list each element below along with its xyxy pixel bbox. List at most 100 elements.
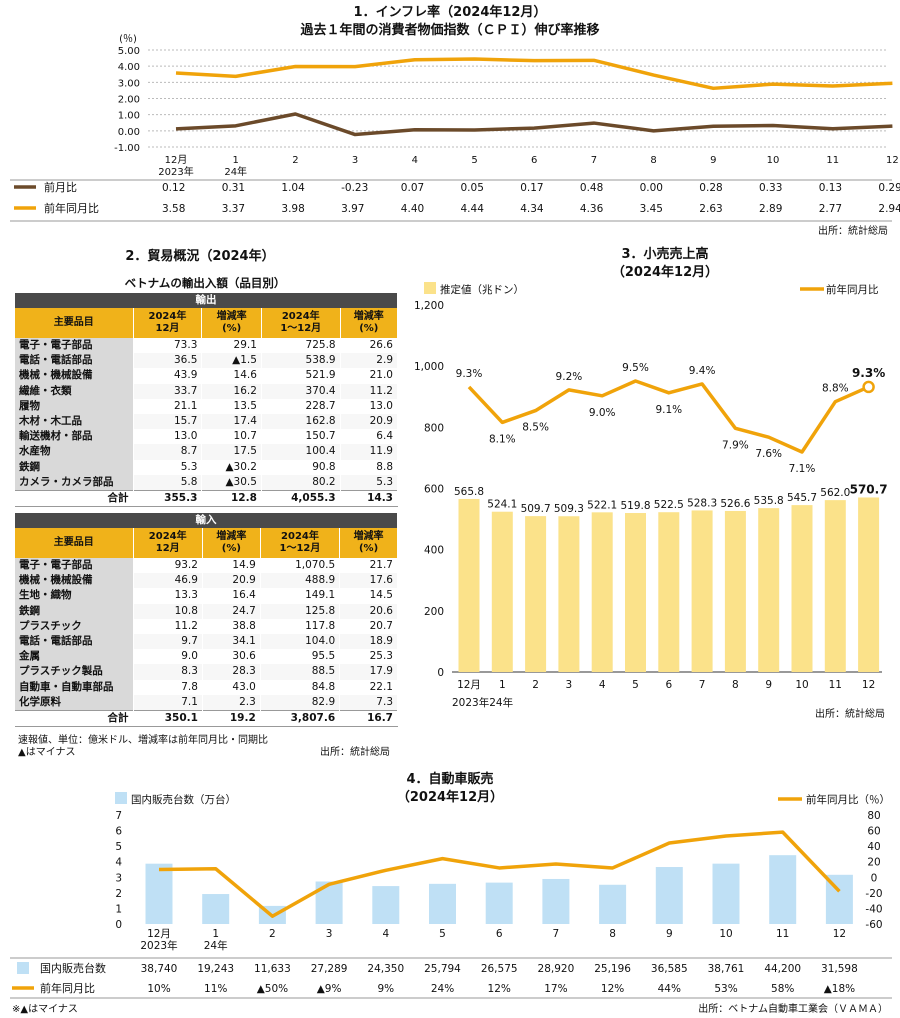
table-cell: 21.0	[340, 368, 399, 384]
retail-bar-label: 535.8	[754, 495, 784, 507]
auto-y2tick: -60	[865, 919, 882, 931]
inflation-ytick: 1.00	[118, 111, 140, 122]
table-cell: 38.8	[202, 618, 261, 634]
auto-data-label: 11%	[204, 983, 227, 995]
table-row: プラスチック製品 8.3 28.3 88.5 17.9	[15, 664, 398, 680]
table-cell: 488.9	[260, 573, 341, 589]
inflation-line-0	[175, 112, 893, 137]
table-cell: 2.9	[340, 353, 399, 369]
table-cell: 14.3	[340, 489, 399, 507]
table-cell: ▲30.2	[201, 459, 262, 475]
retail-xtick: 12	[862, 679, 875, 691]
table-cell: 538.9	[261, 353, 341, 369]
table-cell: 93.2	[133, 558, 203, 574]
inflation-ytick: 4.00	[118, 62, 140, 73]
trade-title: 2．貿易概況（2024年）	[125, 248, 274, 264]
auto-xtick: 8	[609, 928, 616, 940]
table-cell: 521.9	[261, 368, 341, 384]
table-cell: 26.6	[340, 338, 399, 354]
table-cell: 20.9	[340, 413, 399, 430]
table-cell: ▲30.5	[201, 474, 262, 491]
retail-yoy-label: 9.3%	[456, 368, 483, 380]
table-cell: 1,070.5	[260, 558, 341, 574]
import-table: 輸入 主要品目 2024年 12月 増減率 (%) 2024年 1～12月 増減率 (%) 電子・電…	[15, 513, 398, 727]
auto-yoy-line	[158, 830, 841, 918]
inflation-data-label: 0.33	[759, 182, 782, 194]
auto-data-label: 28,920	[538, 963, 575, 975]
table-cell-item: 金属	[15, 649, 134, 665]
table-cell-item: 電話・電話部品	[15, 633, 134, 650]
auto-table-swatch	[17, 962, 29, 974]
retail-yoy-line	[467, 379, 870, 454]
retail-ytick: 200	[424, 606, 444, 618]
table-cell: 8.7	[133, 444, 203, 460]
auto-y2tick: 60	[867, 826, 880, 838]
table-cell: 90.8	[261, 459, 341, 475]
inflation-data-label: 4.44	[461, 203, 485, 215]
retail-xtick: 6	[665, 679, 672, 691]
auto-data-label: 27,289	[311, 963, 348, 975]
table-cell: 82.9	[260, 694, 341, 711]
retail-ytick: 400	[424, 545, 444, 557]
table-cell: 150.7	[261, 429, 341, 445]
auto-data-label: 12%	[601, 983, 624, 995]
table-cell: 11.2	[340, 383, 399, 399]
retail-yoy-label: 8.1%	[489, 433, 516, 445]
table-row: 機械・機械設備 46.9 20.9 488.9 17.6	[15, 573, 398, 589]
inflation-xtick: 11	[826, 155, 839, 166]
auto-data-label: 38,761	[708, 963, 745, 975]
table-cell: 88.5	[260, 664, 341, 680]
table-row: 化学原料 7.1 2.3 82.9 7.3	[15, 694, 398, 711]
auto-ytick: 1	[115, 903, 122, 915]
table-cell: 149.1	[260, 588, 341, 604]
table-cell: 21.7	[339, 558, 398, 574]
auto-data-label: 24%	[431, 983, 454, 995]
table-total-row: 合計 355.3 12.8 4,055.3 14.3	[15, 489, 399, 507]
retail-bar-label: 526.6	[720, 498, 750, 510]
table-cell: 16.7	[339, 709, 398, 727]
table-cell: 14.9	[202, 558, 261, 574]
inflation-data-label: 4.34	[520, 203, 544, 215]
auto-note: ※▲はマイナス	[12, 1003, 78, 1015]
table-cell: 100.4	[261, 444, 341, 460]
table-cell: 3,807.6	[260, 709, 341, 727]
retail-bar-label: 545.7	[787, 492, 817, 504]
table-row: 生地・織物 13.3 16.4 149.1 14.5	[15, 588, 398, 604]
inflation-legend-label: 前年同月比	[44, 201, 99, 215]
inflation-data-label: 2.89	[759, 203, 782, 215]
table-cell: 14.5	[339, 588, 398, 604]
auto-data-label: 53%	[714, 983, 737, 995]
auto-subtitle: （2024年12月）	[397, 789, 503, 805]
table-cell: 16.4	[202, 588, 261, 604]
auto-y2tick: 40	[867, 841, 880, 853]
auto-ytick: 3	[115, 872, 122, 884]
table-cell: 13.3	[133, 588, 203, 604]
table-cell: 73.3	[133, 338, 203, 354]
table-cell: 7.8	[133, 679, 203, 695]
table-cell-item: 電子・電子部品	[15, 338, 134, 354]
retail-subtitle: （2024年12月）	[612, 264, 718, 280]
table-cell-item: 輸送機材・部品	[15, 429, 134, 445]
auto-ytick: 5	[115, 841, 122, 853]
table-cell: 80.2	[261, 474, 341, 491]
table-row: プラスチック 11.2 38.8 117.8 20.7	[15, 618, 398, 634]
table-cell: 43.0	[202, 679, 261, 695]
retail-bar-label: 528.3	[687, 497, 717, 509]
auto-source: 出所：ベトナム自動車工業会（ＶＡＭＡ）	[698, 1002, 888, 1015]
auto-xtick: 5	[439, 928, 446, 940]
retail-xtick: 11	[829, 679, 842, 691]
table-row: 電子・電子部品 93.2 14.9 1,070.5 21.7	[15, 558, 398, 574]
auto-data-label: 24,350	[367, 963, 404, 975]
inflation-data-label: 0.00	[640, 182, 663, 194]
inflation-subtitle: 過去１年間の消費者物価指数（ＣＰＩ）伸び率推移	[299, 22, 599, 38]
table-cell: 15.7	[133, 413, 203, 430]
retail-bar	[824, 500, 846, 672]
table-row: カメラ・カメラ部品 5.8 ▲30.5 80.2 5.3	[15, 474, 399, 491]
inflation-xtick: 6	[531, 155, 537, 166]
table-cell: 4,055.3	[261, 489, 341, 507]
inflation-data-label: 4.36	[580, 203, 604, 215]
auto-ytick: 2	[115, 888, 122, 900]
auto-ytick: 7	[115, 810, 122, 822]
table-cell: 13.0	[133, 429, 203, 445]
auto-xtick: 6	[496, 928, 503, 940]
